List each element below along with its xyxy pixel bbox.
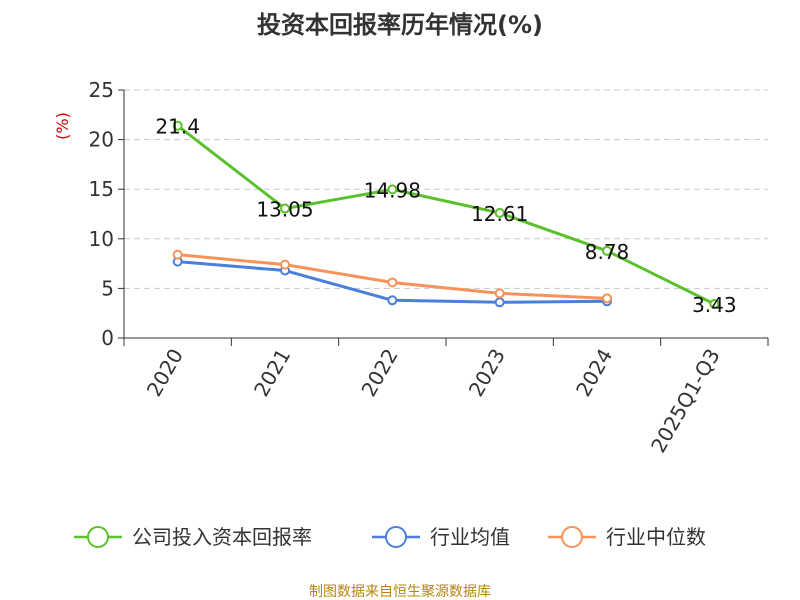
source-note: 制图数据来自恒生聚源数据库 xyxy=(309,584,491,600)
data-point xyxy=(602,245,612,256)
legend: 公司投入资本回报率 行业均值 行业中位数 xyxy=(74,525,706,549)
y-tick-label: 10 xyxy=(89,227,114,251)
x-tick-label: 2021 xyxy=(249,345,295,401)
chart-title: 投资本回报率历年情况(%) xyxy=(257,11,543,39)
data-label: 3.43 xyxy=(692,293,737,317)
y-tick-label: 15 xyxy=(89,177,114,201)
legend-marker xyxy=(87,526,109,548)
data-point xyxy=(280,259,290,270)
data-label: 21.4 xyxy=(155,115,200,139)
data-point xyxy=(172,249,183,260)
data-label: 12.61 xyxy=(471,202,528,226)
y-axis-unit: (%) xyxy=(53,112,72,140)
data-point xyxy=(387,184,398,195)
axes xyxy=(118,89,769,346)
x-tick-label: 2024 xyxy=(571,345,617,401)
data-labels: 21.4 13.05 14.98 12.61 8.78 3.43 xyxy=(155,115,736,317)
series-line xyxy=(177,253,608,300)
legend-label: 行业中位数 xyxy=(606,525,706,549)
legend-label: 公司投入资本回报率 xyxy=(132,525,312,549)
y-tick-label: 25 xyxy=(89,78,114,102)
y-tick-label: 0 xyxy=(101,326,114,350)
data-point xyxy=(602,293,612,304)
data-point xyxy=(387,295,398,306)
data-point xyxy=(280,203,290,214)
data-label: 8.78 xyxy=(585,240,630,264)
data-point xyxy=(494,288,505,299)
x-tick-label: 2023 xyxy=(464,344,510,400)
data-point xyxy=(387,277,398,288)
series-line xyxy=(176,124,715,306)
x-tick-label: 2020 xyxy=(142,345,188,401)
series-lines xyxy=(172,120,720,309)
data-point xyxy=(494,297,505,308)
data-point xyxy=(709,298,720,309)
legend-label: 行业均值 xyxy=(430,525,510,549)
data-label: 14.98 xyxy=(364,178,421,202)
legend-marker xyxy=(561,526,583,548)
y-tick-label: 20 xyxy=(89,128,114,152)
data-point xyxy=(172,120,183,131)
x-tick-label: 2022 xyxy=(356,345,402,401)
data-point xyxy=(494,207,505,218)
data-label: 13.05 xyxy=(256,198,313,222)
y-tick-labels: 0 5 10 15 20 25 xyxy=(89,78,114,350)
legend-marker xyxy=(385,526,407,548)
x-tick-labels: 2020 2021 2022 2023 2024 2025Q1-Q3 xyxy=(142,344,725,456)
x-tick-label: 2025Q1-Q3 xyxy=(646,345,725,457)
y-tick-label: 5 xyxy=(101,276,114,300)
